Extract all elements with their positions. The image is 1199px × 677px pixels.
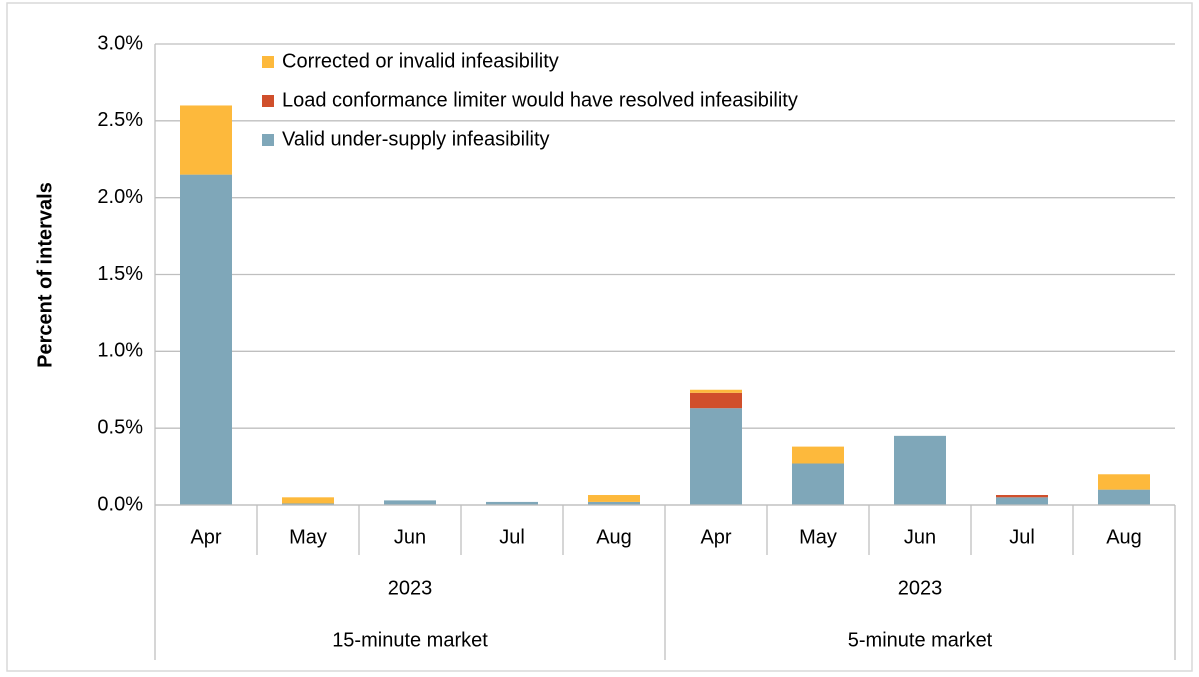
- legend-label: Valid under-supply infeasibility: [282, 128, 550, 150]
- bar-segment: [690, 389, 742, 393]
- bar-segment: [1098, 474, 1150, 490]
- y-tick-label: 0.0%: [97, 493, 143, 515]
- bar-segment: [180, 174, 232, 505]
- bar-segment: [996, 495, 1048, 498]
- x-tick-label: Jun: [394, 526, 426, 548]
- bar-segment: [996, 497, 1048, 505]
- y-tick-label: 2.5%: [97, 109, 143, 131]
- x-tick-label: Jun: [904, 526, 936, 548]
- year-label: 2023: [388, 577, 433, 599]
- x-tick-label: May: [799, 526, 837, 548]
- bar-segment: [384, 500, 436, 505]
- x-tick-label: Aug: [596, 526, 632, 548]
- bar-segment: [588, 495, 640, 502]
- x-tick-label: Apr: [700, 526, 731, 548]
- x-tick-label: Apr: [190, 526, 221, 548]
- legend-label: Corrected or invalid infeasibility: [282, 50, 559, 72]
- bar-segment: [588, 501, 640, 505]
- bar-segment: [690, 408, 742, 505]
- y-axis-label: Percent of intervals: [34, 182, 56, 368]
- market-label: 15-minute market: [332, 629, 488, 651]
- x-tick-label: Jul: [499, 526, 525, 548]
- market-label: 5-minute market: [848, 629, 993, 651]
- bar-segment: [486, 501, 538, 505]
- bar-segment: [792, 463, 844, 505]
- y-tick-label: 0.5%: [97, 416, 143, 438]
- year-label: 2023: [898, 577, 943, 599]
- x-tick-label: May: [289, 526, 327, 548]
- legend-swatch: [262, 134, 274, 146]
- bar-segment: [690, 392, 742, 409]
- legend-swatch: [262, 56, 274, 68]
- x-tick-label: Aug: [1106, 526, 1142, 548]
- bar-segment: [792, 446, 844, 464]
- x-tick-label: Jul: [1009, 526, 1035, 548]
- legend-swatch: [262, 95, 274, 107]
- y-tick-label: 1.5%: [97, 263, 143, 285]
- bar-segment: [1098, 489, 1150, 505]
- bar-segment: [894, 435, 946, 505]
- y-tick-label: 3.0%: [97, 32, 143, 54]
- y-tick-label: 2.0%: [97, 186, 143, 208]
- legend-label: Load conformance limiter would have reso…: [282, 89, 798, 111]
- y-tick-label: 1.0%: [97, 340, 143, 362]
- bar-segment: [180, 105, 232, 175]
- bar-segment: [282, 503, 334, 505]
- bar-segment: [282, 497, 334, 504]
